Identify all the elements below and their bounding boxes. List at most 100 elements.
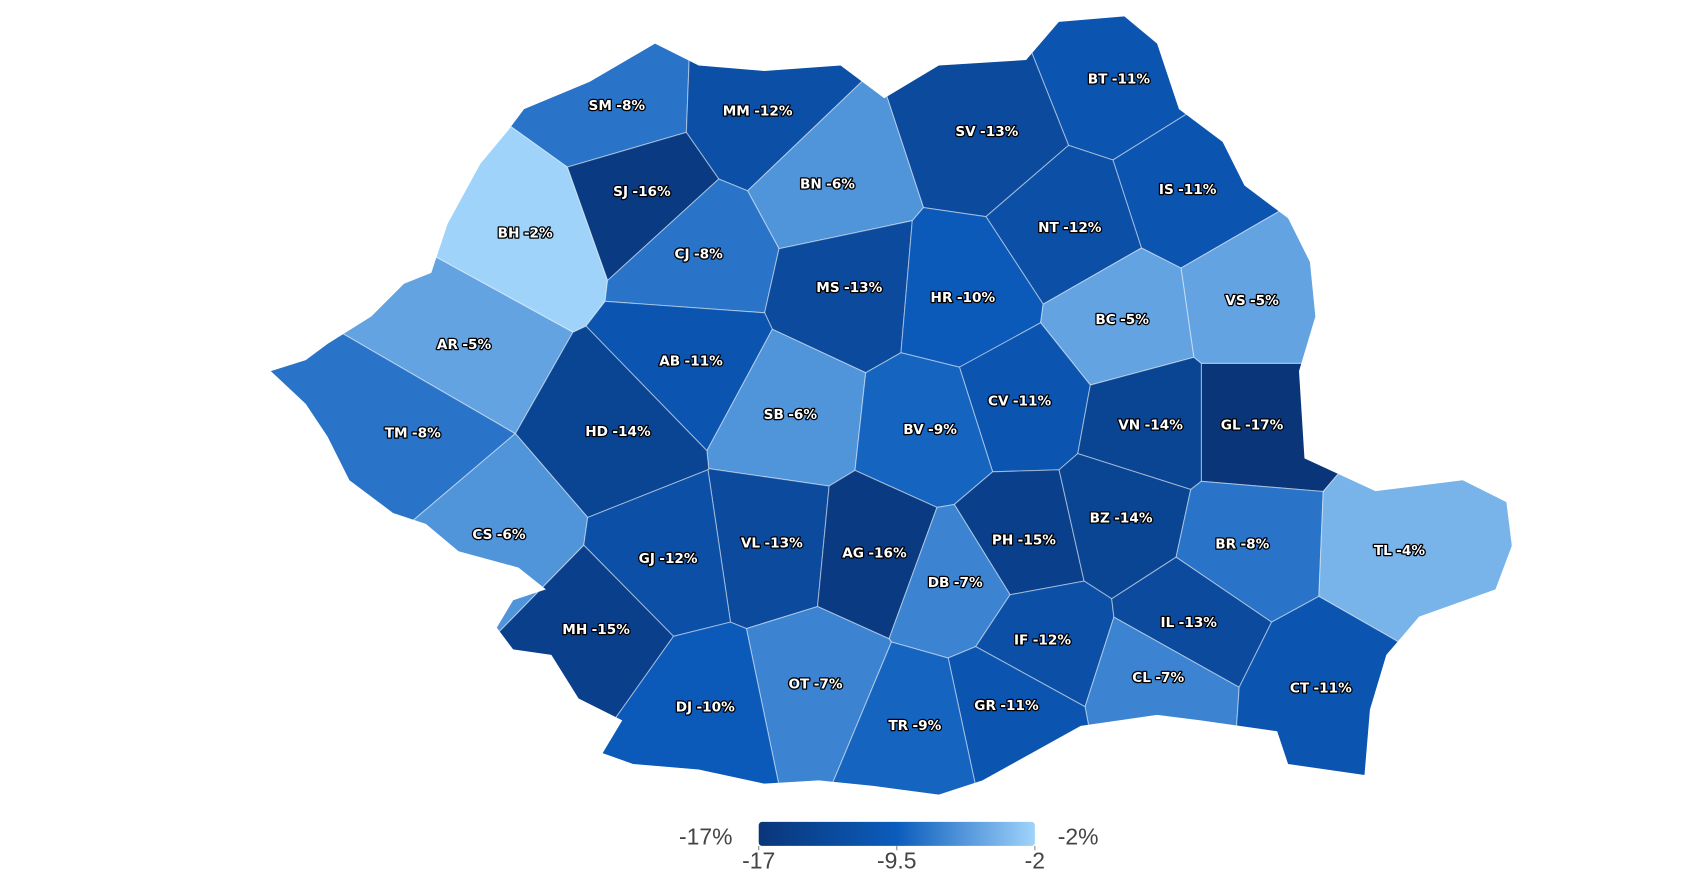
county-code: CS [472,527,492,543]
county-code: OT [788,676,810,692]
county-value: -5% [462,337,491,353]
county-value: -2% [524,226,553,242]
county-code: GR [974,698,996,714]
county-code: AB [659,353,680,369]
county-label: DJ -10% [676,699,735,715]
county-code: IS [1159,182,1174,198]
county-value: -15% [592,622,631,638]
county-value: -11% [1178,182,1217,198]
county-value: -14% [1114,510,1153,526]
county-code: VN [1118,418,1140,434]
county-code: IF [1014,633,1028,649]
county-value: -12% [1063,220,1102,236]
county-label: GR -11% [974,698,1039,714]
county-label: PH -15% [992,532,1056,548]
county [746,66,925,250]
county-label: AR -5% [437,337,492,353]
county-value: -13% [844,280,883,296]
county [1112,16,1512,269]
county-code: BH [498,226,520,242]
county-code: CT [1290,681,1310,697]
county-value: -9% [928,422,957,438]
county-label: SB -6% [764,407,818,423]
county-value: -8% [1240,537,1269,553]
county-value: -11% [1013,394,1052,410]
county-code: PH [992,532,1013,548]
county-value: -6% [788,407,817,423]
county-label: IF -12% [1014,633,1071,649]
county [816,469,938,640]
county-value: -11% [1314,681,1353,697]
county-value: -10% [696,699,735,715]
county-code: GL [1221,418,1241,434]
county-label: IL -13% [1161,615,1218,631]
county [1318,202,1512,795]
county-label: CT -11% [1290,681,1352,697]
county-code: TL [1374,543,1392,559]
county-code: CV [988,394,1009,410]
county-label: AG -16% [842,545,907,561]
county-label: BV -9% [903,422,957,438]
county-value: -12% [659,551,698,567]
county-label: IS -11% [1159,182,1217,198]
county-value: -8% [616,98,645,114]
county [1225,595,1512,795]
county-label: NT -12% [1038,220,1102,236]
county-value: -10% [957,290,996,306]
county-code: DJ [676,699,692,715]
county-label: TR -9% [888,718,941,734]
colorbar-tick-label: -9.5 [877,847,916,873]
county-value: -14% [1145,418,1184,434]
county-label: VL -13% [741,536,803,552]
county-label: BT -11% [1088,72,1151,88]
county-code: BZ [1090,510,1110,526]
county-code: MM [723,103,750,119]
county-value: -5% [1250,293,1279,309]
county-value: -7% [1155,670,1184,686]
county-label: BR -8% [1215,537,1269,553]
county-label: BN -6% [800,176,855,192]
county-label: TM -8% [385,425,441,441]
county-label: HD -14% [585,424,651,440]
county-value: -16% [868,545,907,561]
county-code: BV [903,422,924,438]
county-code: VS [1225,293,1245,309]
county-code: BT [1088,72,1108,88]
county-value: -11% [685,353,724,369]
county [583,469,732,637]
county-labels: SM -8% MM -12%BT -11%SV -13%SJ -16% BN -6% IS -11%… [383,70,1426,735]
county-value: -11% [1000,698,1039,714]
county-code: HD [585,424,608,440]
county [1111,556,1273,689]
county-value: -8% [412,425,441,441]
county [794,641,998,795]
county-value: -17% [1245,418,1284,434]
county-label: BZ -14% [1090,510,1153,526]
county-value: -7% [814,676,843,692]
county-label: VN -14% [1118,418,1183,434]
county-label: SJ -16% [613,184,671,200]
county [270,433,589,795]
colorbar-tick-label: -2 [1025,847,1045,873]
county-code: SB [764,407,784,423]
county-label: MM -12% [723,103,793,119]
county-label: MS -13% [816,280,882,296]
county-code: TR [888,718,908,734]
county-label: SV -13% [955,124,1018,140]
county-label: MH -15% [562,622,630,638]
county-label: VS -5% [1225,293,1279,309]
county-value: -11% [1112,72,1151,88]
county-value: -6% [497,527,526,543]
county-label: CL -7% [1132,670,1184,686]
county-code: HR [931,290,953,306]
county-label: BH -2% [498,226,553,242]
county-value: -14% [612,424,651,440]
county-code: SV [955,124,976,140]
county-value: -16% [632,184,671,200]
county-value: -13% [980,124,1019,140]
county-code: BC [1095,312,1115,328]
county-label: CS -6% [472,527,526,543]
county-code: CJ [675,246,690,262]
